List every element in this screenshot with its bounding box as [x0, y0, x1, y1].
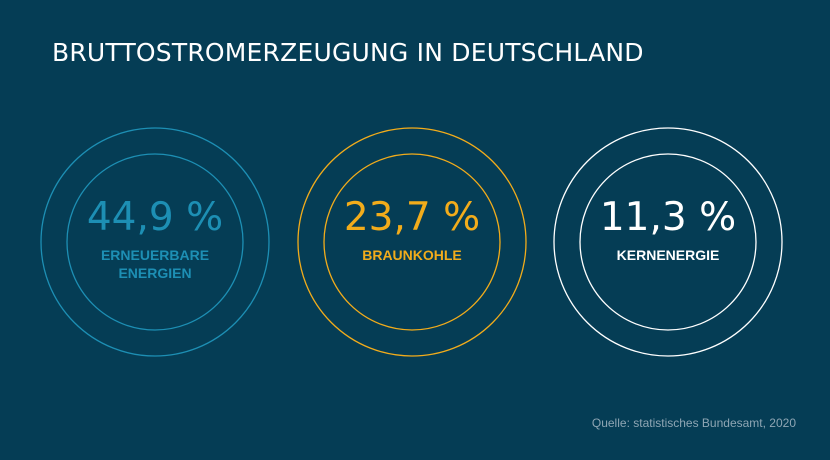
value-label: 11,3 %: [600, 195, 736, 240]
source-note: Quelle: statistisches Bundesamt, 2020: [591, 416, 796, 430]
outer-ring: [40, 127, 270, 357]
category-label: ENERGIEN: [118, 265, 191, 281]
ring-1: 44,9 % ERNEUERBARE ENERGIEN: [40, 127, 270, 357]
category-label: KERNENERGIE: [617, 247, 720, 263]
category-label: BRAUNKOHLE: [362, 247, 462, 263]
inner-ring: [66, 153, 244, 331]
value-label: 23,7 %: [344, 195, 480, 240]
outer-ring: [297, 127, 527, 357]
chart-title: BRUTTOSTROMERZEUGUNG IN DEUTSCHLAND: [52, 38, 644, 67]
inner-ring: [323, 153, 501, 331]
outer-ring: [553, 127, 783, 357]
value-label: 44,9 %: [87, 195, 223, 240]
category-label: ERNEUERBARE: [101, 247, 209, 263]
ring-2: 23,7 % BRAUNKOHLE: [297, 127, 527, 357]
inner-ring: [579, 153, 757, 331]
ring-3: 11,3 % KERNENERGIE: [553, 127, 783, 357]
